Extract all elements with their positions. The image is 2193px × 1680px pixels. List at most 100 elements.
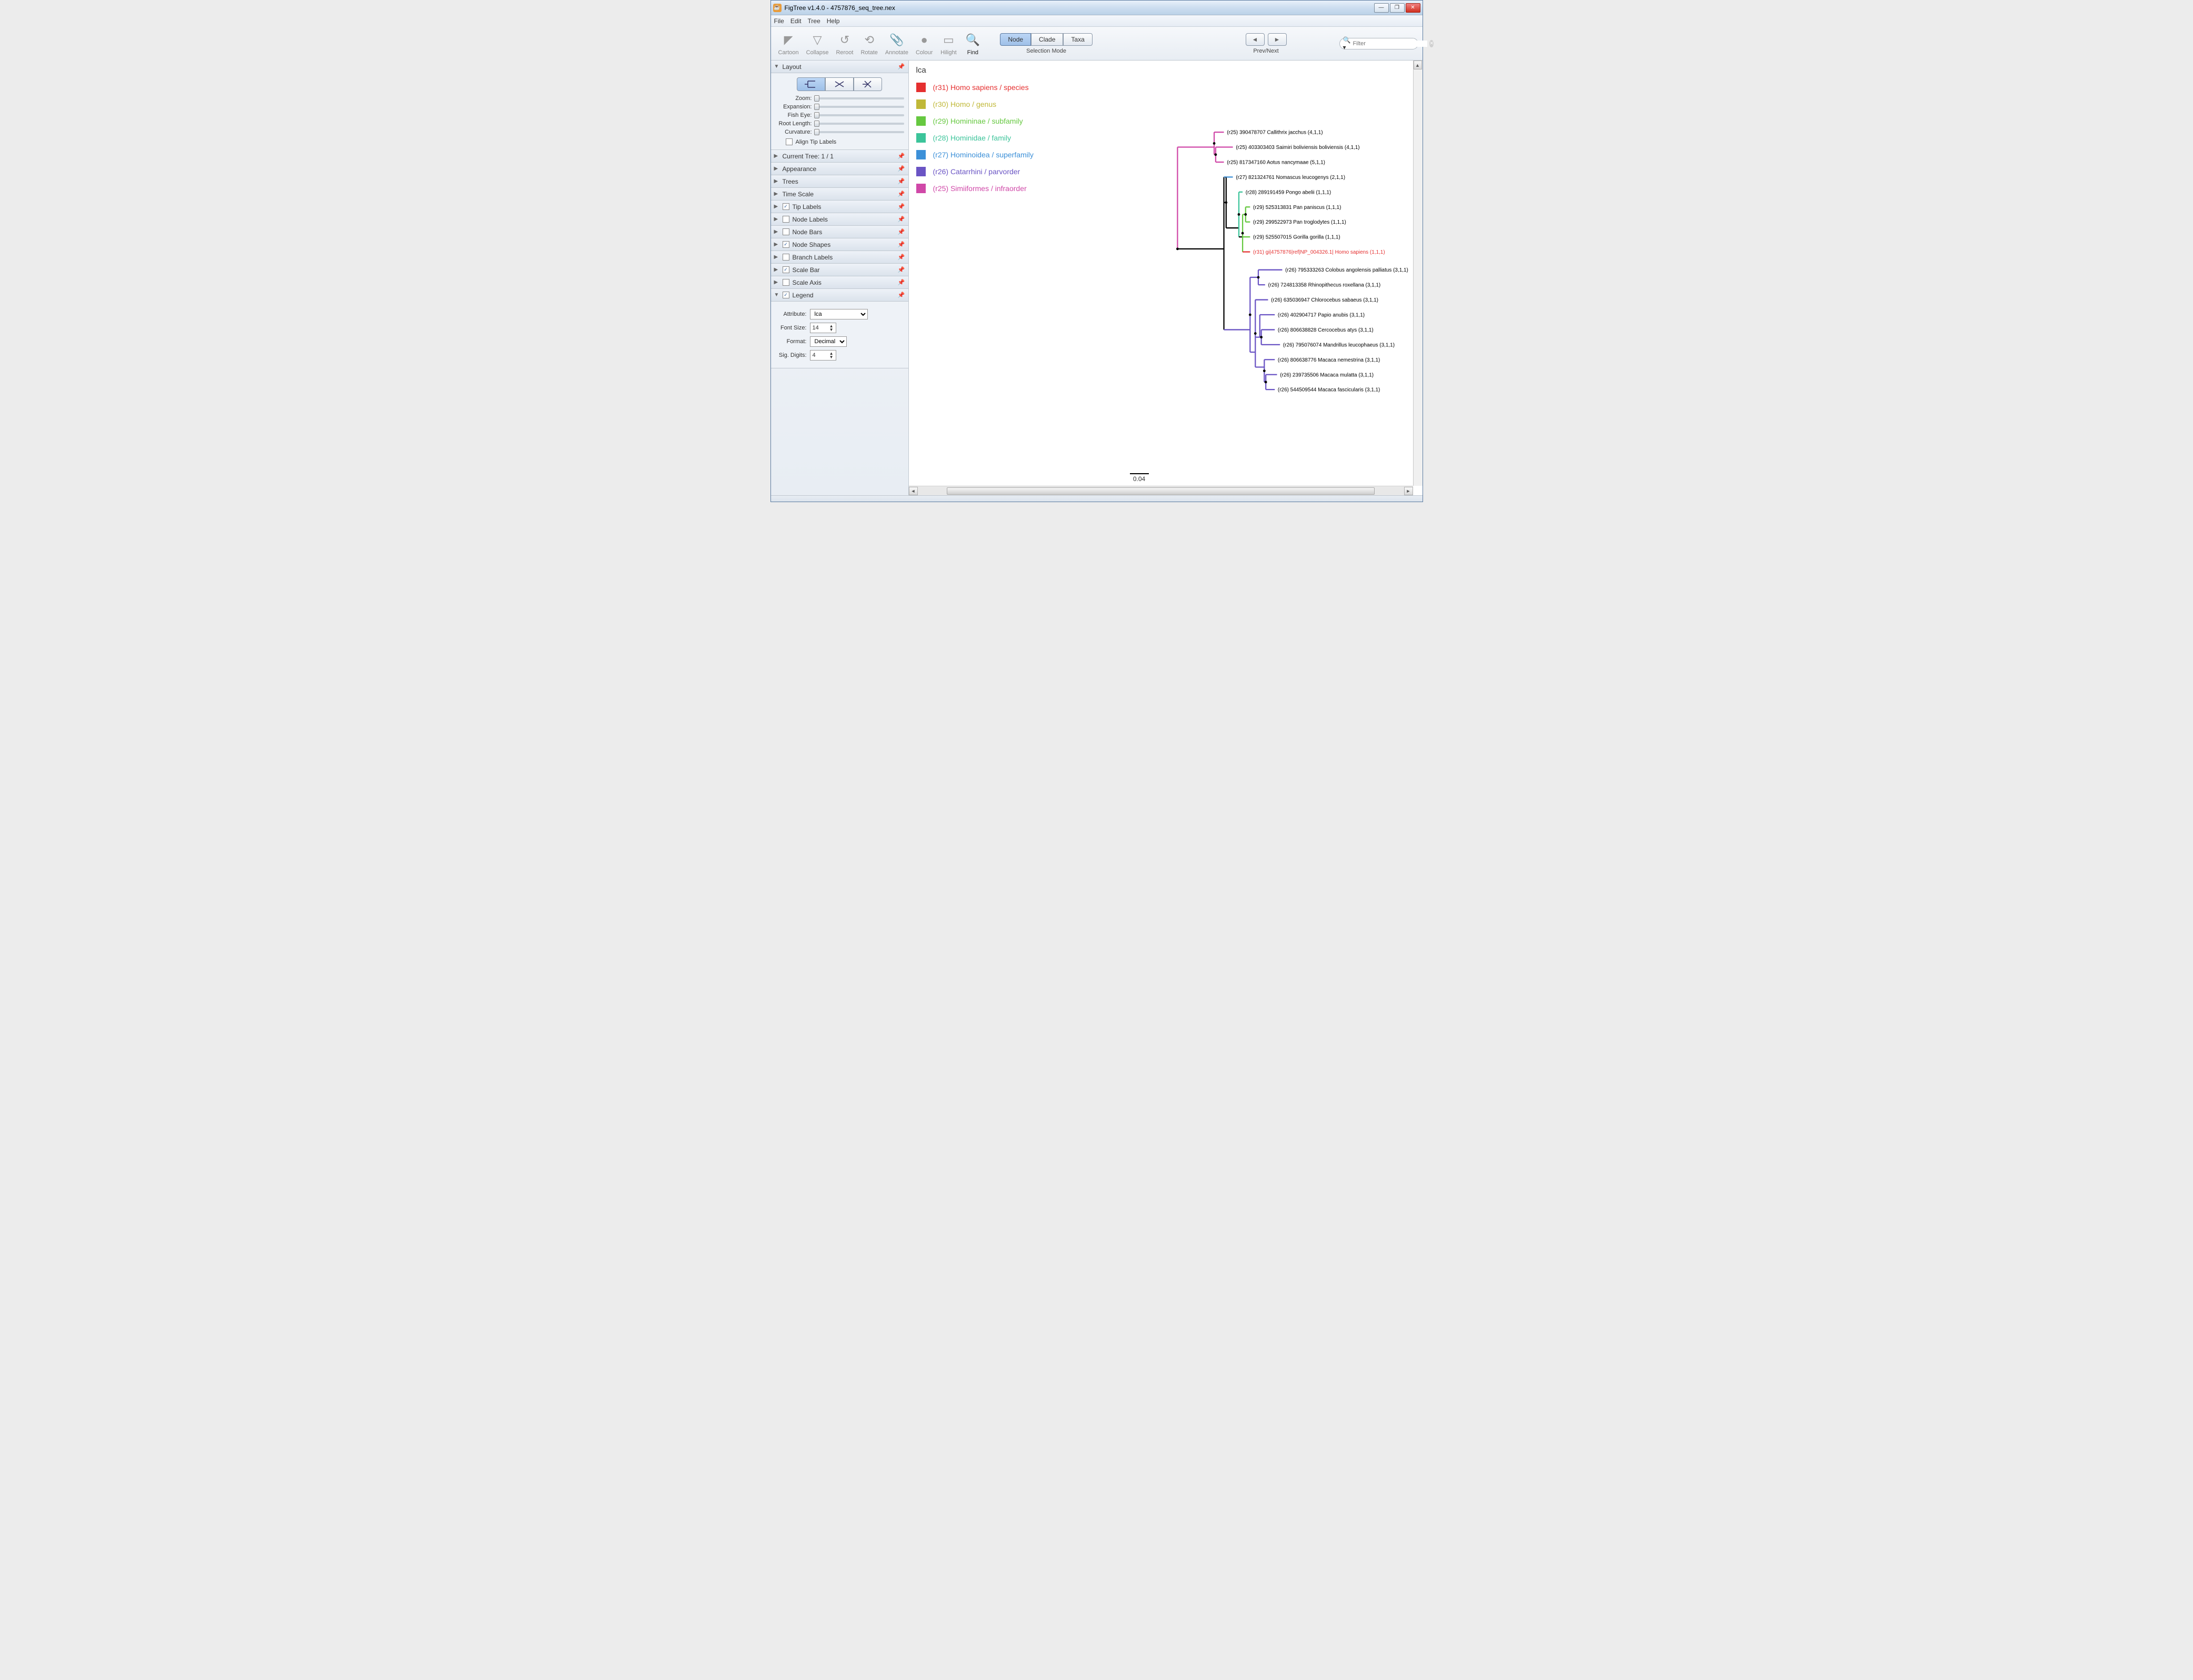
attr-select[interactable]: lca — [810, 309, 868, 319]
toolbar-hilight-button[interactable]: ▭Hilight — [937, 31, 960, 57]
tip-label[interactable]: (r25) 390478707 Callithrix jacchus (4,1,… — [1227, 130, 1323, 136]
toolbar-collapse-button[interactable]: ▽Collapse — [803, 31, 832, 57]
panel-time-scale[interactable]: ▶Time Scale📌 — [771, 188, 908, 201]
tip-label[interactable]: (r26) 239735506 Macaca mulatta (3,1,1) — [1280, 372, 1374, 378]
pin-icon[interactable]: 📌 — [898, 292, 905, 298]
tip-label[interactable]: (r26) 806638776 Macaca nemestrina (3,1,1… — [1277, 357, 1379, 363]
menu-tree[interactable]: Tree — [808, 17, 820, 25]
tip-label[interactable]: (r26) 795076074 Mandrillus leucophaeus (… — [1283, 342, 1394, 348]
panel-node-shapes[interactable]: ▶✓Node Shapes📌 — [771, 238, 908, 251]
align-tip-checkbox[interactable] — [786, 138, 793, 145]
toolbar-find-button[interactable]: 🔍Find — [961, 31, 984, 57]
panel-node-labels[interactable]: ▶Node Labels📌 — [771, 213, 908, 226]
panel-checkbox[interactable]: ✓ — [783, 241, 789, 248]
slider-thumb[interactable] — [814, 121, 819, 127]
panel-scale-axis[interactable]: ▶Scale Axis📌 — [771, 276, 908, 289]
clear-filter-icon[interactable]: ✕ — [1429, 40, 1434, 47]
pin-icon[interactable]: 📌 — [898, 191, 905, 197]
tip-label[interactable]: (r29) 299522973 Pan troglodytes (1,1,1) — [1253, 219, 1346, 225]
pin-icon[interactable]: 📌 — [898, 203, 905, 210]
close-button[interactable]: ✕ — [1406, 3, 1420, 13]
panel-checkbox[interactable] — [783, 279, 789, 286]
panel-scale-bar[interactable]: ▶✓Scale Bar📌 — [771, 264, 908, 276]
tip-label[interactable]: (r28) 289191459 Pongo abelii (1,1,1) — [1245, 189, 1330, 195]
pin-icon[interactable]: 📌 — [898, 254, 905, 261]
slider-track[interactable] — [814, 114, 904, 116]
slider-thumb[interactable] — [814, 129, 819, 135]
slider-thumb[interactable] — [814, 112, 819, 118]
selmode-node-button[interactable]: Node — [1000, 33, 1031, 46]
tip-label[interactable]: (r26) 795333263 Colobus angolensis palli… — [1285, 267, 1408, 273]
toolbar-colour-button[interactable]: ●Colour — [913, 31, 936, 57]
panel-trees[interactable]: ▶Trees📌 — [771, 175, 908, 188]
selmode-clade-button[interactable]: Clade — [1031, 33, 1063, 46]
filter-box[interactable]: 🔍▾ ✕ — [1339, 38, 1418, 49]
toolbar-annotate-button[interactable]: 📎Annotate — [882, 31, 912, 57]
pin-icon[interactable]: 📌 — [898, 153, 905, 159]
tip-label[interactable]: (r31) gi|4757876|ref|NP_004326.1| Homo s… — [1253, 249, 1385, 255]
tip-label[interactable]: (r26) 724813358 Rhinopithecus roxellana … — [1268, 283, 1380, 288]
maximize-button[interactable]: ❐ — [1390, 3, 1405, 13]
pin-icon[interactable]: 📌 — [898, 241, 905, 248]
panel-layout-header[interactable]: ▼ Layout 📌 — [771, 61, 908, 73]
filter-input[interactable] — [1353, 41, 1427, 47]
format-select[interactable]: Decimal — [810, 336, 847, 347]
scroll-left-icon[interactable]: ◄ — [909, 487, 918, 495]
panel-checkbox[interactable] — [783, 216, 789, 223]
layout-rectangular-button[interactable] — [797, 77, 825, 91]
slider-track[interactable] — [814, 97, 904, 99]
toolbar-cartoon-button[interactable]: ◤Cartoon — [775, 31, 802, 57]
tip-label[interactable]: (r26) 402904717 Papio anubis (3,1,1) — [1277, 313, 1364, 318]
pin-icon[interactable]: 📌 — [898, 63, 905, 70]
slider-track[interactable] — [814, 123, 904, 125]
next-button[interactable]: ► — [1268, 33, 1287, 46]
titlebar[interactable]: ☕ FigTree v1.4.0 - 4757876_seq_tree.nex … — [771, 1, 1423, 15]
panel-tip-labels[interactable]: ▶✓Tip Labels📌 — [771, 201, 908, 213]
phylo-tree[interactable]: (r25) 390478707 Callithrix jacchus (4,1,… — [1067, 64, 1411, 470]
tip-label[interactable]: (r25) 403303403 Saimiri boliviensis boli… — [1236, 145, 1359, 151]
tip-label[interactable]: (r26) 544509544 Macaca fascicularis (3,1… — [1277, 387, 1379, 393]
toolbar-rotate-button[interactable]: ⟲Rotate — [857, 31, 880, 57]
scroll-right-icon[interactable]: ► — [1404, 487, 1413, 495]
panel-appearance[interactable]: ▶Appearance📌 — [771, 163, 908, 175]
panel-checkbox[interactable]: ✓ — [783, 292, 789, 298]
pin-icon[interactable]: 📌 — [898, 228, 905, 235]
selmode-taxa-button[interactable]: Taxa — [1063, 33, 1092, 46]
pin-icon[interactable]: 📌 — [898, 266, 905, 273]
pin-icon[interactable]: 📌 — [898, 216, 905, 223]
prev-button[interactable]: ◄ — [1246, 33, 1265, 46]
panel-current-tree-1-1[interactable]: ▶Current Tree: 1 / 1📌 — [771, 150, 908, 163]
slider-thumb[interactable] — [814, 104, 819, 110]
panel-legend[interactable]: ▼✓Legend📌 — [771, 289, 908, 302]
pin-icon[interactable]: 📌 — [898, 165, 905, 172]
vertical-scrollbar[interactable]: ▲ — [1413, 61, 1423, 486]
fontsize-spinner[interactable]: 14▲▼ — [810, 323, 836, 333]
menu-file[interactable]: File — [774, 17, 784, 25]
menu-help[interactable]: Help — [827, 17, 840, 25]
scroll-up-icon[interactable]: ▲ — [1414, 61, 1422, 69]
tip-label[interactable]: (r25) 817347160 Aotus nancymaae (5,1,1) — [1227, 160, 1325, 166]
tip-label[interactable]: (r27) 821324761 Nomascus leucogenys (2,1… — [1236, 175, 1345, 181]
toolbar-reroot-button[interactable]: ↺Reroot — [833, 31, 856, 57]
panel-branch-labels[interactable]: ▶Branch Labels📌 — [771, 251, 908, 264]
slider-track[interactable] — [814, 106, 904, 108]
panel-checkbox[interactable]: ✓ — [783, 266, 789, 273]
tip-label[interactable]: (r29) 525313831 Pan paniscus (1,1,1) — [1253, 205, 1341, 211]
panel-checkbox[interactable]: ✓ — [783, 203, 789, 210]
horizontal-scrollbar[interactable]: ◄ ► — [909, 486, 1413, 495]
tip-label[interactable]: (r29) 525507015 Gorilla gorilla (1,1,1) — [1253, 235, 1340, 241]
pin-icon[interactable]: 📌 — [898, 279, 905, 286]
slider-track[interactable] — [814, 131, 904, 133]
layout-polar-button[interactable] — [825, 77, 854, 91]
sigdigits-spinner[interactable]: 4▲▼ — [810, 350, 836, 361]
pin-icon[interactable]: 📌 — [898, 178, 905, 185]
slider-thumb[interactable] — [814, 95, 819, 102]
minimize-button[interactable]: — — [1374, 3, 1389, 13]
tip-label[interactable]: (r26) 806638828 Cercocebus atys (3,1,1) — [1277, 327, 1373, 333]
layout-radial-button[interactable] — [854, 77, 882, 91]
panel-checkbox[interactable] — [783, 254, 789, 261]
menu-edit[interactable]: Edit — [790, 17, 802, 25]
scroll-thumb[interactable] — [947, 487, 1375, 495]
panel-checkbox[interactable] — [783, 228, 789, 235]
panel-node-bars[interactable]: ▶Node Bars📌 — [771, 226, 908, 238]
